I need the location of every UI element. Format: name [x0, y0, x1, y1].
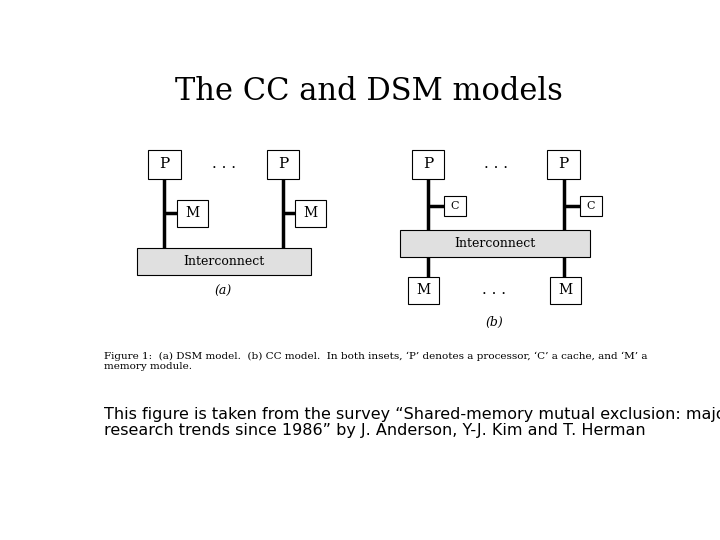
- Text: . . .: . . .: [212, 157, 235, 171]
- Text: Interconnect: Interconnect: [183, 255, 264, 268]
- Text: Figure 1:  (a) DSM model.  (b) CC model.  In both insets, ‘P’ denotes a processo: Figure 1: (a) DSM model. (b) CC model. I…: [104, 351, 647, 361]
- Text: . . .: . . .: [482, 283, 506, 297]
- Bar: [412, 150, 444, 179]
- Text: C: C: [586, 201, 595, 211]
- Bar: [444, 195, 466, 215]
- Text: The CC and DSM models: The CC and DSM models: [175, 76, 563, 107]
- Text: P: P: [278, 157, 288, 171]
- Text: This figure is taken from the survey “Shared-memory mutual exclusion: major: This figure is taken from the survey “Sh…: [104, 408, 720, 422]
- Text: M: M: [185, 206, 199, 220]
- Bar: [295, 200, 326, 226]
- Bar: [580, 195, 601, 215]
- Text: M: M: [558, 283, 572, 297]
- Bar: [137, 248, 311, 275]
- Text: . . .: . . .: [484, 157, 508, 171]
- Bar: [177, 200, 208, 226]
- Bar: [547, 150, 580, 179]
- Text: (a): (a): [215, 286, 232, 299]
- Bar: [408, 276, 438, 303]
- Text: M: M: [304, 206, 318, 220]
- Text: C: C: [451, 201, 459, 211]
- Text: P: P: [159, 157, 169, 171]
- Text: (b): (b): [486, 316, 503, 329]
- Text: Interconnect: Interconnect: [454, 237, 536, 251]
- Text: memory module.: memory module.: [104, 362, 192, 371]
- Bar: [549, 276, 580, 303]
- Text: research trends since 1986” by J. Anderson, Y-J. Kim and T. Herman: research trends since 1986” by J. Anders…: [104, 423, 646, 438]
- Text: P: P: [559, 157, 569, 171]
- Bar: [400, 231, 590, 257]
- Text: M: M: [416, 283, 431, 297]
- Bar: [266, 150, 300, 179]
- Text: P: P: [423, 157, 433, 171]
- Bar: [148, 150, 181, 179]
